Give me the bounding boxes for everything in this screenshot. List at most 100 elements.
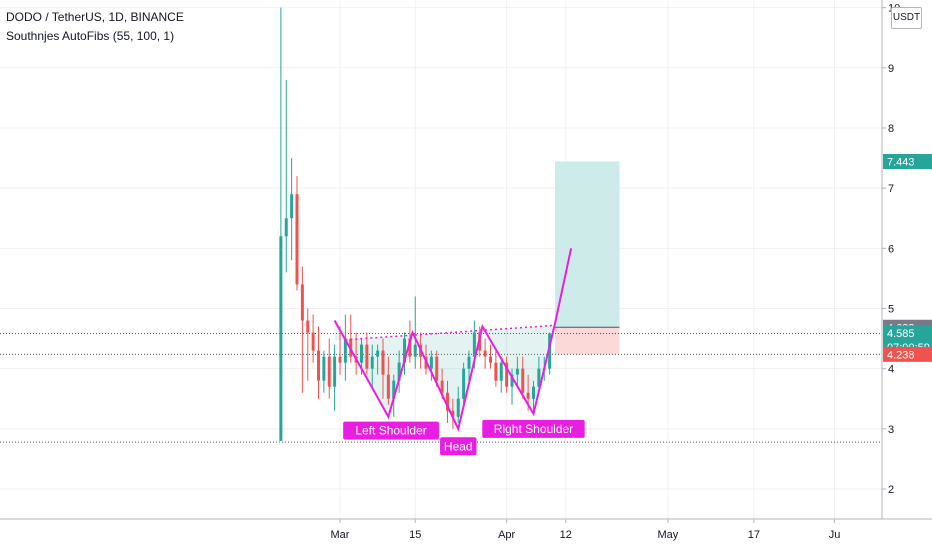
candle-body	[311, 332, 315, 351]
candle-body	[537, 368, 541, 387]
pattern-label-text: Right Shoulder	[494, 422, 573, 436]
candle-body	[408, 338, 412, 357]
candle	[435, 350, 439, 387]
pattern-label: Right Shoulder	[482, 419, 585, 438]
stop-zone	[555, 327, 620, 355]
candle	[515, 356, 519, 387]
time-tick-label: 15	[409, 529, 421, 541]
candle-body	[413, 344, 417, 357]
candle-body	[483, 350, 487, 357]
pattern-label-box	[440, 437, 477, 456]
candle	[403, 332, 406, 375]
candle-body	[494, 362, 498, 381]
candle	[413, 296, 417, 369]
candle	[532, 380, 535, 411]
time-tick-label: 12	[560, 529, 572, 541]
price-tick-label: 2	[888, 484, 894, 496]
candle	[290, 158, 294, 261]
price-tag: 7.443	[883, 153, 932, 169]
pattern-lines	[333, 248, 573, 432]
candle-body	[279, 236, 283, 441]
candle	[327, 338, 331, 399]
candle-body	[451, 410, 455, 417]
price-tick-label: 5	[888, 303, 894, 315]
candle	[489, 344, 492, 369]
time-tick-label: Ju	[829, 529, 841, 541]
candle	[537, 356, 541, 393]
candle	[429, 350, 433, 381]
time-tick-label: 17	[748, 529, 760, 541]
candle	[295, 176, 299, 291]
candle-body	[306, 320, 310, 333]
price-tick-label: 3	[888, 424, 894, 436]
pattern-zigzag	[333, 248, 573, 432]
candle-body	[446, 392, 449, 411]
candle-body	[467, 356, 471, 369]
candle	[483, 338, 487, 369]
candle-body	[499, 362, 503, 381]
candle	[456, 386, 460, 423]
pattern-labels: Left Shoulder Head Right Shoulder	[343, 419, 585, 456]
candle	[306, 308, 310, 381]
candle-body	[327, 356, 331, 387]
candle	[279, 7, 283, 441]
candle	[505, 356, 509, 393]
candle	[343, 314, 347, 381]
candle-body	[489, 356, 492, 363]
candle-body	[338, 356, 342, 363]
pattern-label-box	[343, 421, 439, 440]
candle-body	[370, 356, 374, 369]
neckline	[345, 324, 556, 341]
symbol-title[interactable]: DODO / TetherUS, 1D, BINANCE	[6, 10, 184, 24]
position-zones	[555, 161, 620, 355]
candle-body	[456, 398, 460, 417]
pattern-label-text: Left Shoulder	[355, 424, 426, 438]
candle-body	[386, 374, 390, 399]
candle	[333, 344, 337, 411]
candle-body	[515, 368, 519, 375]
candle	[521, 356, 525, 399]
candle	[381, 338, 385, 399]
candle-body	[295, 194, 299, 285]
indicator-title[interactable]: Southnjes AutoFibs (55, 100, 1)	[6, 29, 175, 43]
candle-body	[505, 362, 509, 387]
candle	[284, 79, 288, 273]
price-tick-label: 9	[888, 63, 894, 75]
pattern-label: Left Shoulder	[343, 421, 439, 440]
candle-body	[429, 356, 433, 369]
candle	[494, 350, 498, 387]
candle	[311, 314, 315, 363]
candle-body	[510, 374, 514, 387]
candle-body	[317, 350, 320, 381]
candle-body	[532, 386, 535, 399]
candle	[370, 344, 374, 387]
candle-body	[397, 362, 401, 381]
candle	[451, 398, 455, 429]
candle	[462, 362, 466, 405]
candle-body	[462, 368, 466, 399]
pattern-label-box	[482, 419, 585, 438]
currency-unit-badge[interactable]: USDT	[891, 7, 922, 29]
price-tag-box	[883, 346, 932, 362]
candles[interactable]	[279, 7, 552, 441]
pattern-fill	[334, 320, 555, 429]
candle	[467, 350, 471, 381]
candle-body	[343, 338, 347, 363]
candle	[300, 266, 304, 393]
candle	[499, 356, 503, 393]
price-tag-box	[883, 153, 932, 169]
candle-body	[403, 338, 406, 363]
candle-body	[526, 392, 530, 399]
candle-body	[300, 284, 304, 321]
candle-body	[381, 350, 385, 375]
candle	[365, 332, 369, 375]
price-tag: 4.238	[883, 346, 932, 362]
candle	[386, 356, 390, 405]
price-tick-label: 7	[888, 183, 894, 195]
candle-body	[284, 218, 288, 237]
candle	[446, 380, 449, 423]
time-tick-label: Mar	[331, 529, 350, 541]
